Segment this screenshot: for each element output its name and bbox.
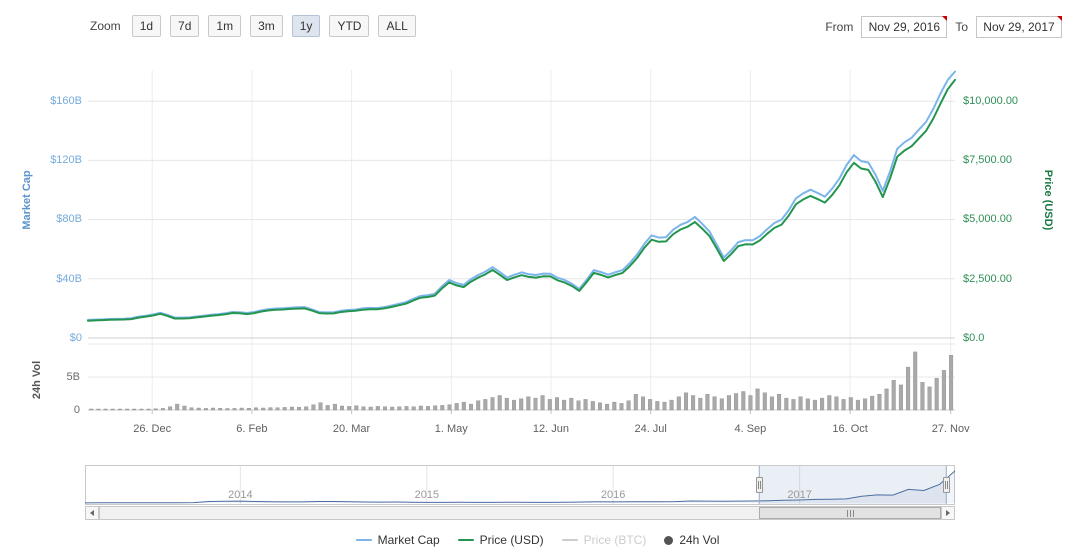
legend-item-price-usd[interactable]: Price (USD) [457,533,544,547]
x-axis-tick: 6. Feb [236,423,268,435]
x-axis-tick: 16. Oct [832,423,868,435]
x-axis-tick: 12. Jun [532,423,570,435]
navigator-area[interactable] [85,465,955,505]
from-label: From [825,20,854,34]
chart-scrollbar [85,506,955,520]
navigator-year-label: 2014 [228,489,253,501]
to-date-input-wrap [976,16,1062,38]
legend-item-market-cap[interactable]: Market Cap [355,533,440,547]
left-axis-tick: $160B [50,95,82,107]
zoom-button-ytd[interactable]: YTD [329,15,370,37]
navigator-series-line [84,470,956,504]
price-usd-line [87,78,956,322]
x-axis-tick: 27. Nov [931,423,970,435]
left-axis-tick: $0 [69,331,82,344]
left-axis-tick: $80B [56,213,82,226]
zoom-button-1m[interactable]: 1m [208,15,242,37]
chart-legend: Market Cap Price (USD) Price (BTC) 24h V… [0,533,1075,547]
zoom-button-3m[interactable]: 3m [250,15,283,37]
navigator-selected-range [759,466,947,504]
legend-label: 24h Vol [679,533,720,547]
volume-circle-icon [664,535,674,545]
x-axis-tick: 20. Mar [332,423,371,435]
scrollbar-left-arrow-icon[interactable] [85,506,99,520]
zoom-label: Zoom [90,19,121,33]
date-range-controls: From To [825,16,1062,38]
right-axis-tick: $10,000.00 [963,95,1019,107]
from-date-input-wrap [861,16,948,38]
to-label: To [955,20,968,34]
right-axis-tick: $7,500.00 [963,154,1012,167]
x-axis-tick: 24. Jul [634,423,667,435]
navigator-year-label: 2017 [787,489,812,501]
right-axis-tick: $0.0 [963,331,985,344]
zoom-button-1d[interactable]: 1d [131,15,162,37]
right-axis-tick: $5,000.00 [963,213,1012,226]
right-axis-tick: $2,500.00 [963,272,1012,285]
x-axis-tick: 26. Dec [133,423,172,435]
legend-item-price-btc[interactable]: Price (BTC) [561,533,647,547]
scrollbar-right-arrow-icon[interactable] [941,506,955,520]
scrollbar-thumb[interactable] [759,507,941,519]
market-cap-line [87,70,956,321]
zoom-button-7d[interactable]: 7d [170,15,200,37]
zoom-button-1y[interactable]: 1y [291,15,321,37]
from-date-input[interactable] [861,16,948,38]
x-axis-tick: 1. May [434,423,468,435]
x-axis-tick: 4. Sep [734,423,767,435]
navigator-year-label: 2016 [600,489,626,501]
market-cap-line-icon [355,539,372,541]
left-axis-tick: $120B [50,154,82,167]
volume-bars [89,351,954,411]
chart-plot-area[interactable] [88,60,955,412]
legend-label: Market Cap [377,533,440,547]
price-btc-line-icon [561,539,578,541]
zoom-button-all[interactable]: ALL [378,15,416,37]
zoom-toolbar: Zoom 1d 7d 1m 3m 1y YTD ALL [90,15,416,37]
navigator-handle-left[interactable] [755,477,763,493]
navigator-year-label: 2015 [414,489,440,501]
volume-axis-tick: 0 [73,404,80,416]
legend-label: Price (USD) [479,533,544,547]
navigator-handle-right[interactable] [942,477,950,493]
price-usd-line-icon [457,539,474,541]
legend-item-24h-vol[interactable]: 24h Vol [664,533,719,547]
volume-axis-tick: 5B [66,371,80,383]
right-axis-title: Price (USD) [1042,169,1054,231]
to-date-input[interactable] [976,16,1062,38]
legend-label: Price (BTC) [583,533,647,547]
left-axis-tick: $40B [56,272,82,285]
